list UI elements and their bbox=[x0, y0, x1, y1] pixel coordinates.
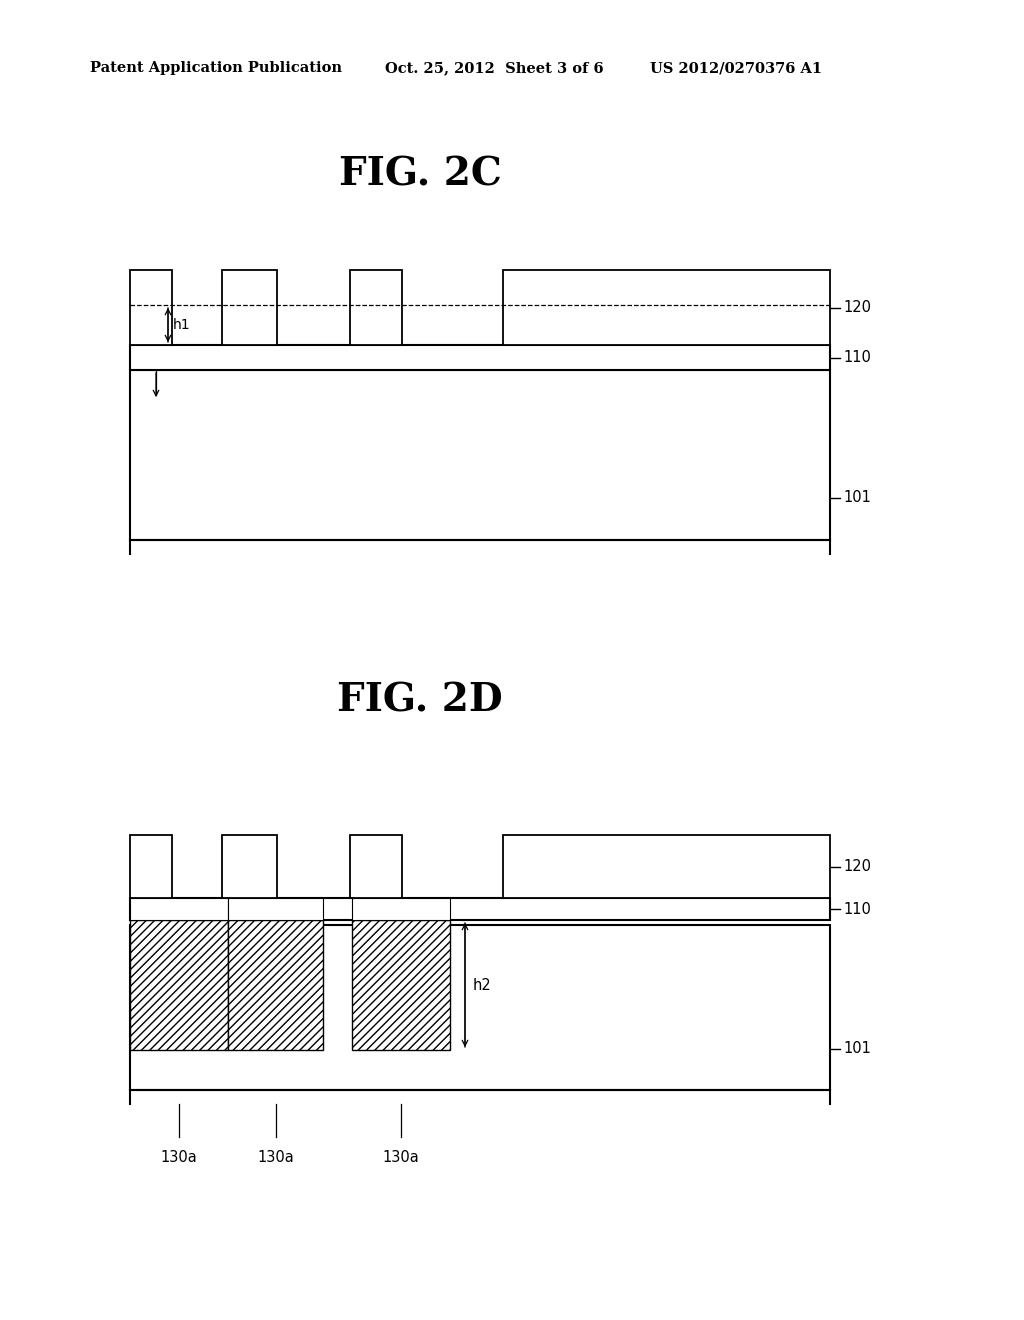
Bar bbox=[130, 836, 172, 898]
Text: Oct. 25, 2012  Sheet 3 of 6: Oct. 25, 2012 Sheet 3 of 6 bbox=[385, 61, 603, 75]
Text: 101: 101 bbox=[843, 490, 870, 506]
Bar bbox=[130, 920, 228, 1049]
Bar bbox=[222, 836, 278, 898]
Text: FIG. 2D: FIG. 2D bbox=[337, 681, 503, 719]
Bar bbox=[503, 271, 830, 345]
Text: h1: h1 bbox=[173, 318, 190, 333]
Text: 130a: 130a bbox=[257, 1150, 294, 1166]
Text: h2: h2 bbox=[473, 978, 492, 993]
Text: 130a: 130a bbox=[161, 1150, 198, 1166]
Text: US 2012/0270376 A1: US 2012/0270376 A1 bbox=[650, 61, 822, 75]
Bar bbox=[228, 898, 323, 920]
Bar bbox=[130, 370, 830, 540]
Bar bbox=[352, 920, 450, 1049]
Text: 120: 120 bbox=[843, 859, 871, 874]
Bar bbox=[350, 271, 402, 345]
Text: Patent Application Publication: Patent Application Publication bbox=[90, 61, 342, 75]
Bar bbox=[130, 898, 228, 920]
Text: FIG. 2C: FIG. 2C bbox=[339, 156, 502, 194]
Bar bbox=[350, 836, 402, 898]
Text: 110: 110 bbox=[843, 350, 870, 366]
Bar bbox=[130, 271, 172, 345]
Text: 120: 120 bbox=[843, 300, 871, 315]
Bar bbox=[130, 925, 830, 1090]
Bar bbox=[228, 920, 323, 1049]
Bar bbox=[130, 898, 830, 920]
Bar bbox=[130, 345, 830, 370]
Text: 130a: 130a bbox=[383, 1150, 420, 1166]
Text: 110: 110 bbox=[843, 902, 870, 916]
Bar bbox=[503, 836, 830, 898]
Text: 101: 101 bbox=[843, 1041, 870, 1056]
Bar bbox=[222, 271, 278, 345]
Bar bbox=[352, 898, 450, 920]
